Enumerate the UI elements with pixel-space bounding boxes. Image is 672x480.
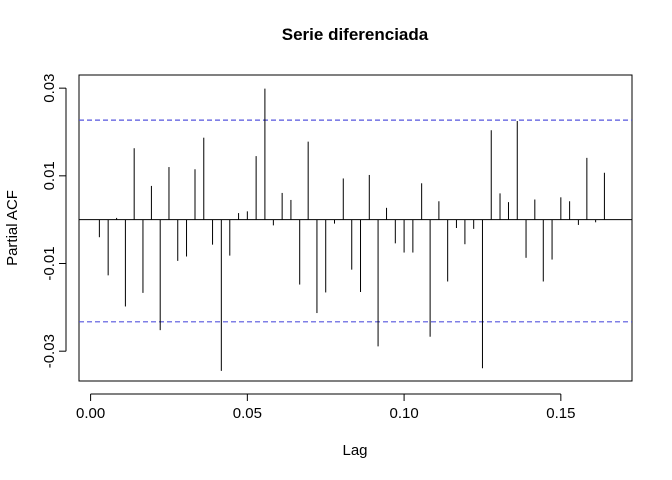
x-axis-label: Lag — [342, 442, 367, 459]
y-tick-label: 0.03 — [41, 74, 58, 103]
y-tick-label: -0.03 — [41, 334, 58, 368]
y-tick-label: 0.01 — [41, 161, 58, 190]
x-tick-label: 0.00 — [76, 405, 105, 422]
y-axis-label: Partial ACF — [4, 190, 21, 266]
x-tick-label: 0.15 — [546, 405, 575, 422]
chart-title: Serie diferenciada — [282, 25, 429, 44]
x-tick-label: 0.10 — [389, 405, 418, 422]
plot-frame — [78, 74, 633, 382]
y-tick-label: -0.01 — [41, 246, 58, 280]
x-tick-label: 0.05 — [233, 405, 262, 422]
